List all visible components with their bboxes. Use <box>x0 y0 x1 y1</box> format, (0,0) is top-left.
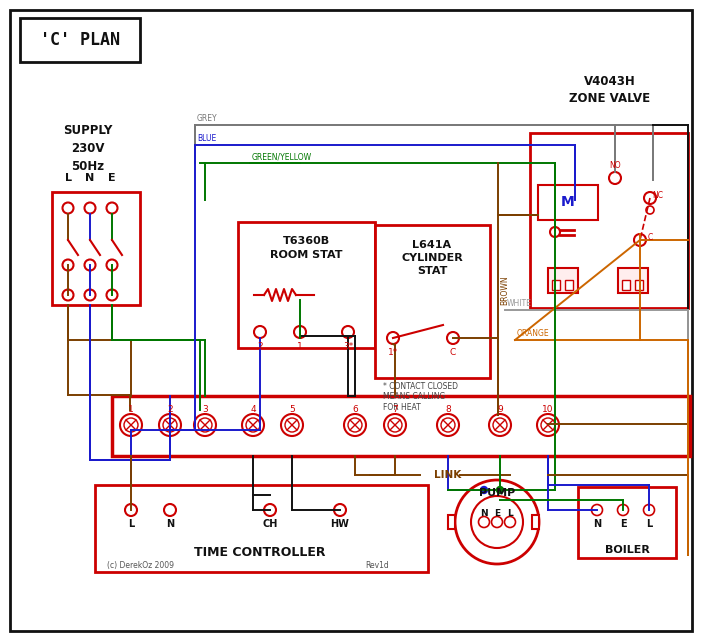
Text: * CONTACT CLOSED
MEANS CALLING
FOR HEAT: * CONTACT CLOSED MEANS CALLING FOR HEAT <box>383 382 458 412</box>
FancyBboxPatch shape <box>375 225 490 378</box>
FancyBboxPatch shape <box>618 268 648 293</box>
FancyBboxPatch shape <box>532 515 539 529</box>
Text: 3*: 3* <box>343 342 353 351</box>
Text: 2: 2 <box>257 342 263 351</box>
Text: L: L <box>507 508 513 517</box>
Text: Rev1d: Rev1d <box>365 561 389 570</box>
Text: NO: NO <box>609 161 621 170</box>
Text: SUPPLY
230V
50Hz: SUPPLY 230V 50Hz <box>63 124 113 172</box>
Text: E: E <box>108 173 116 183</box>
Text: T6360B
ROOM STAT: T6360B ROOM STAT <box>270 237 343 260</box>
Text: BLUE: BLUE <box>197 134 216 143</box>
Text: 1: 1 <box>297 342 303 351</box>
Text: WHITE: WHITE <box>507 299 532 308</box>
Text: 6: 6 <box>352 406 358 415</box>
Text: E: E <box>620 519 626 529</box>
FancyBboxPatch shape <box>635 280 643 290</box>
Text: 4: 4 <box>250 406 256 415</box>
Text: N: N <box>86 173 95 183</box>
FancyBboxPatch shape <box>112 396 690 456</box>
FancyBboxPatch shape <box>565 280 573 290</box>
FancyBboxPatch shape <box>530 133 688 308</box>
Text: TIME CONTROLLER: TIME CONTROLLER <box>194 545 326 558</box>
Text: N: N <box>166 519 174 529</box>
Text: L: L <box>646 519 652 529</box>
Text: E: E <box>494 508 500 517</box>
FancyBboxPatch shape <box>238 222 375 348</box>
Text: L641A
CYLINDER
STAT: L641A CYLINDER STAT <box>401 240 463 276</box>
FancyBboxPatch shape <box>10 10 692 631</box>
FancyBboxPatch shape <box>552 280 560 290</box>
Text: C: C <box>647 233 653 242</box>
Text: V4043H
ZONE VALVE: V4043H ZONE VALVE <box>569 75 651 105</box>
Text: 1*: 1* <box>388 347 398 356</box>
FancyBboxPatch shape <box>95 485 428 572</box>
FancyBboxPatch shape <box>538 185 598 220</box>
FancyBboxPatch shape <box>578 487 676 558</box>
Text: GREY: GREY <box>197 114 218 123</box>
Text: 9: 9 <box>497 406 503 415</box>
Text: ORANGE: ORANGE <box>517 329 550 338</box>
Text: 2: 2 <box>167 406 173 415</box>
FancyBboxPatch shape <box>448 515 455 529</box>
Text: 1: 1 <box>128 406 134 415</box>
FancyBboxPatch shape <box>20 18 140 62</box>
Text: BROWN: BROWN <box>500 275 509 305</box>
Text: BOILER: BOILER <box>604 545 649 555</box>
Text: 3: 3 <box>202 406 208 415</box>
Text: C: C <box>450 347 456 356</box>
Text: 'C' PLAN: 'C' PLAN <box>40 31 120 49</box>
Text: N: N <box>593 519 601 529</box>
Text: 10: 10 <box>542 406 554 415</box>
Text: L: L <box>65 173 72 183</box>
Circle shape <box>480 487 487 494</box>
Text: PUMP: PUMP <box>479 488 515 498</box>
Text: (c) DerekOz 2009: (c) DerekOz 2009 <box>107 561 174 570</box>
Text: LINK: LINK <box>435 470 462 480</box>
Text: 7: 7 <box>392 406 398 415</box>
FancyBboxPatch shape <box>548 268 578 293</box>
FancyBboxPatch shape <box>52 192 140 305</box>
Text: 5: 5 <box>289 406 295 415</box>
Text: CH: CH <box>263 519 278 529</box>
Text: N: N <box>480 508 488 517</box>
Text: NC: NC <box>652 191 663 200</box>
Text: GREEN/YELLOW: GREEN/YELLOW <box>252 152 312 161</box>
Text: 8: 8 <box>445 406 451 415</box>
Text: HW: HW <box>331 519 350 529</box>
Text: M: M <box>561 195 575 209</box>
Circle shape <box>496 487 503 494</box>
FancyBboxPatch shape <box>622 280 630 290</box>
Text: L: L <box>128 519 134 529</box>
